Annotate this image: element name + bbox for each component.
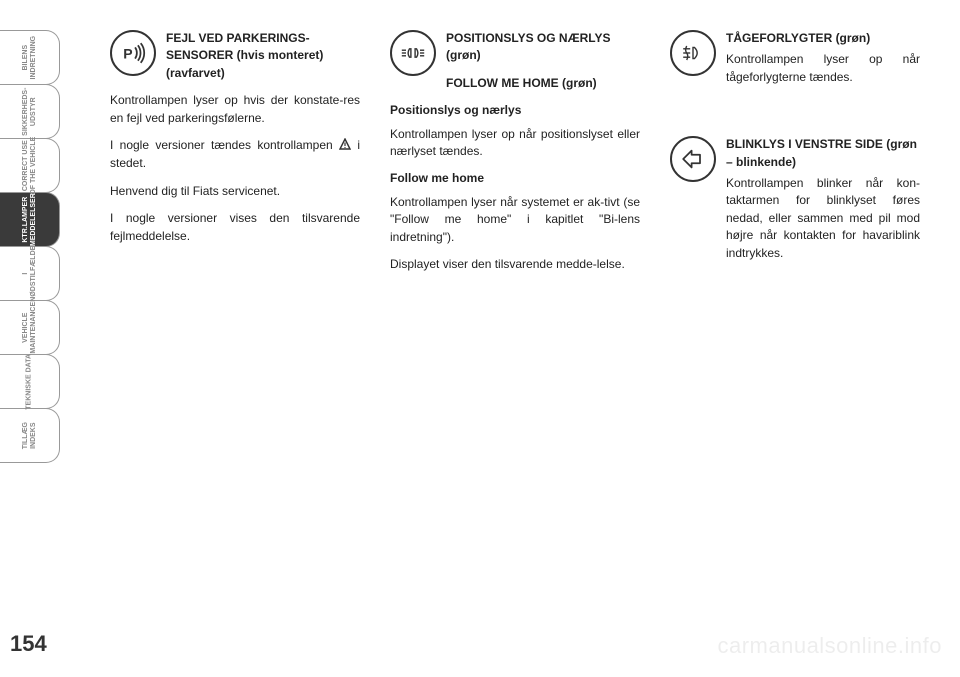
- heading-follow-me-home: FOLLOW ME HOME (grøn): [446, 75, 640, 92]
- column-1: P FEJL VED PARKERINGS-SENSORER (hvis mon…: [110, 30, 360, 283]
- tab-label: INØDSTILFÆLDE: [22, 244, 37, 303]
- fog-light-icon: [670, 30, 716, 76]
- body-text: Kontrollampen lyser op når positionslyse…: [390, 126, 640, 161]
- svg-text:P: P: [123, 46, 132, 62]
- tab-nodstilfaelde[interactable]: INØDSTILFÆLDE: [0, 246, 60, 301]
- tab-ktr-lamper[interactable]: KTR.LAMPERMEDDELELSER: [0, 192, 60, 247]
- entry-position-lights: POSITIONSLYS OG NÆRLYS (grøn) FOLLOW ME …: [390, 30, 640, 92]
- body-text: Kontrollampen lyser op hvis der konstate…: [110, 92, 360, 127]
- tab-label: VEHICLEMAINTENANCE: [22, 298, 37, 357]
- tab-bilens-indretning[interactable]: BILENSINDRETNING: [0, 30, 60, 85]
- tab-label: CORRECT USEOF THE VEHICLE: [22, 136, 37, 195]
- entry-fog-lights: TÅGEFORLYGTER (grøn) Kontrollampen lyser…: [670, 30, 920, 96]
- subheading: Follow me home: [390, 170, 640, 187]
- tab-sikkerhedsudstyr[interactable]: SIKKERHEDS-UDSTYR: [0, 84, 60, 139]
- column-2: POSITIONSLYS OG NÆRLYS (grøn) FOLLOW ME …: [390, 30, 640, 283]
- content-columns: P FEJL VED PARKERINGS-SENSORER (hvis mon…: [80, 30, 940, 283]
- entry-left-indicator: BLINKLYS I VENSTRE SIDE (grøn – blinkend…: [670, 136, 920, 272]
- body-text: Henvend dig til Fiats servicenet.: [110, 183, 360, 200]
- column-3: TÅGEFORLYGTER (grøn) Kontrollampen lyser…: [670, 30, 920, 283]
- heading-parking-sensor: FEJL VED PARKERINGS-SENSORER (hvis monte…: [166, 30, 360, 82]
- left-arrow-icon: [670, 136, 716, 182]
- warning-triangle-icon: [339, 138, 351, 155]
- heading-left-indicator: BLINKLYS I VENSTRE SIDE (grøn – blinkend…: [726, 136, 920, 171]
- manual-page: BILENSINDRETNING SIKKERHEDS-UDSTYR CORRE…: [0, 0, 960, 677]
- page-number: 154: [10, 631, 47, 657]
- side-lights-icon: [390, 30, 436, 76]
- body-text: Kontrollampen blinker når kon-taktarmen …: [726, 175, 920, 262]
- body-text: I nogle versioner tændes kontrollampen i…: [110, 137, 360, 173]
- heading-fog-lights: TÅGEFORLYGTER (grøn): [726, 30, 920, 47]
- section-tabs: BILENSINDRETNING SIKKERHEDS-UDSTYR CORRE…: [0, 0, 60, 677]
- tab-label: TILLÆGINDEKS: [22, 406, 37, 465]
- body-text: I nogle versioner vises den tilsvarende …: [110, 210, 360, 245]
- subheading: Positionslys og nærlys: [390, 102, 640, 119]
- body-text: Kontrollampen lyser når systemet er ak-t…: [390, 194, 640, 246]
- tab-tillaeg-indeks[interactable]: TILLÆGINDEKS: [0, 408, 60, 463]
- tab-tekniske-data[interactable]: TEKNISKE DATA: [0, 354, 60, 409]
- body-text: Displayet viser den tilsvarende medde-le…: [390, 256, 640, 273]
- body-text: Kontrollampen lyser op når tågeforlygter…: [726, 51, 920, 86]
- heading-position-lights: POSITIONSLYS OG NÆRLYS (grøn): [446, 30, 640, 65]
- tab-label: BILENSINDRETNING: [22, 28, 37, 87]
- tab-correct-use[interactable]: CORRECT USEOF THE VEHICLE: [0, 138, 60, 193]
- tab-label: KTR.LAMPERMEDDELELSER: [22, 190, 37, 249]
- parking-sensor-icon: P: [110, 30, 156, 76]
- tab-vehicle-maintenance[interactable]: VEHICLEMAINTENANCE: [0, 300, 60, 355]
- tab-label: SIKKERHEDS-UDSTYR: [22, 82, 37, 141]
- watermark: carmanualsonline.info: [717, 633, 942, 659]
- tab-label: TEKNISKE DATA: [26, 352, 34, 411]
- entry-parking-sensor: P FEJL VED PARKERINGS-SENSORER (hvis mon…: [110, 30, 360, 82]
